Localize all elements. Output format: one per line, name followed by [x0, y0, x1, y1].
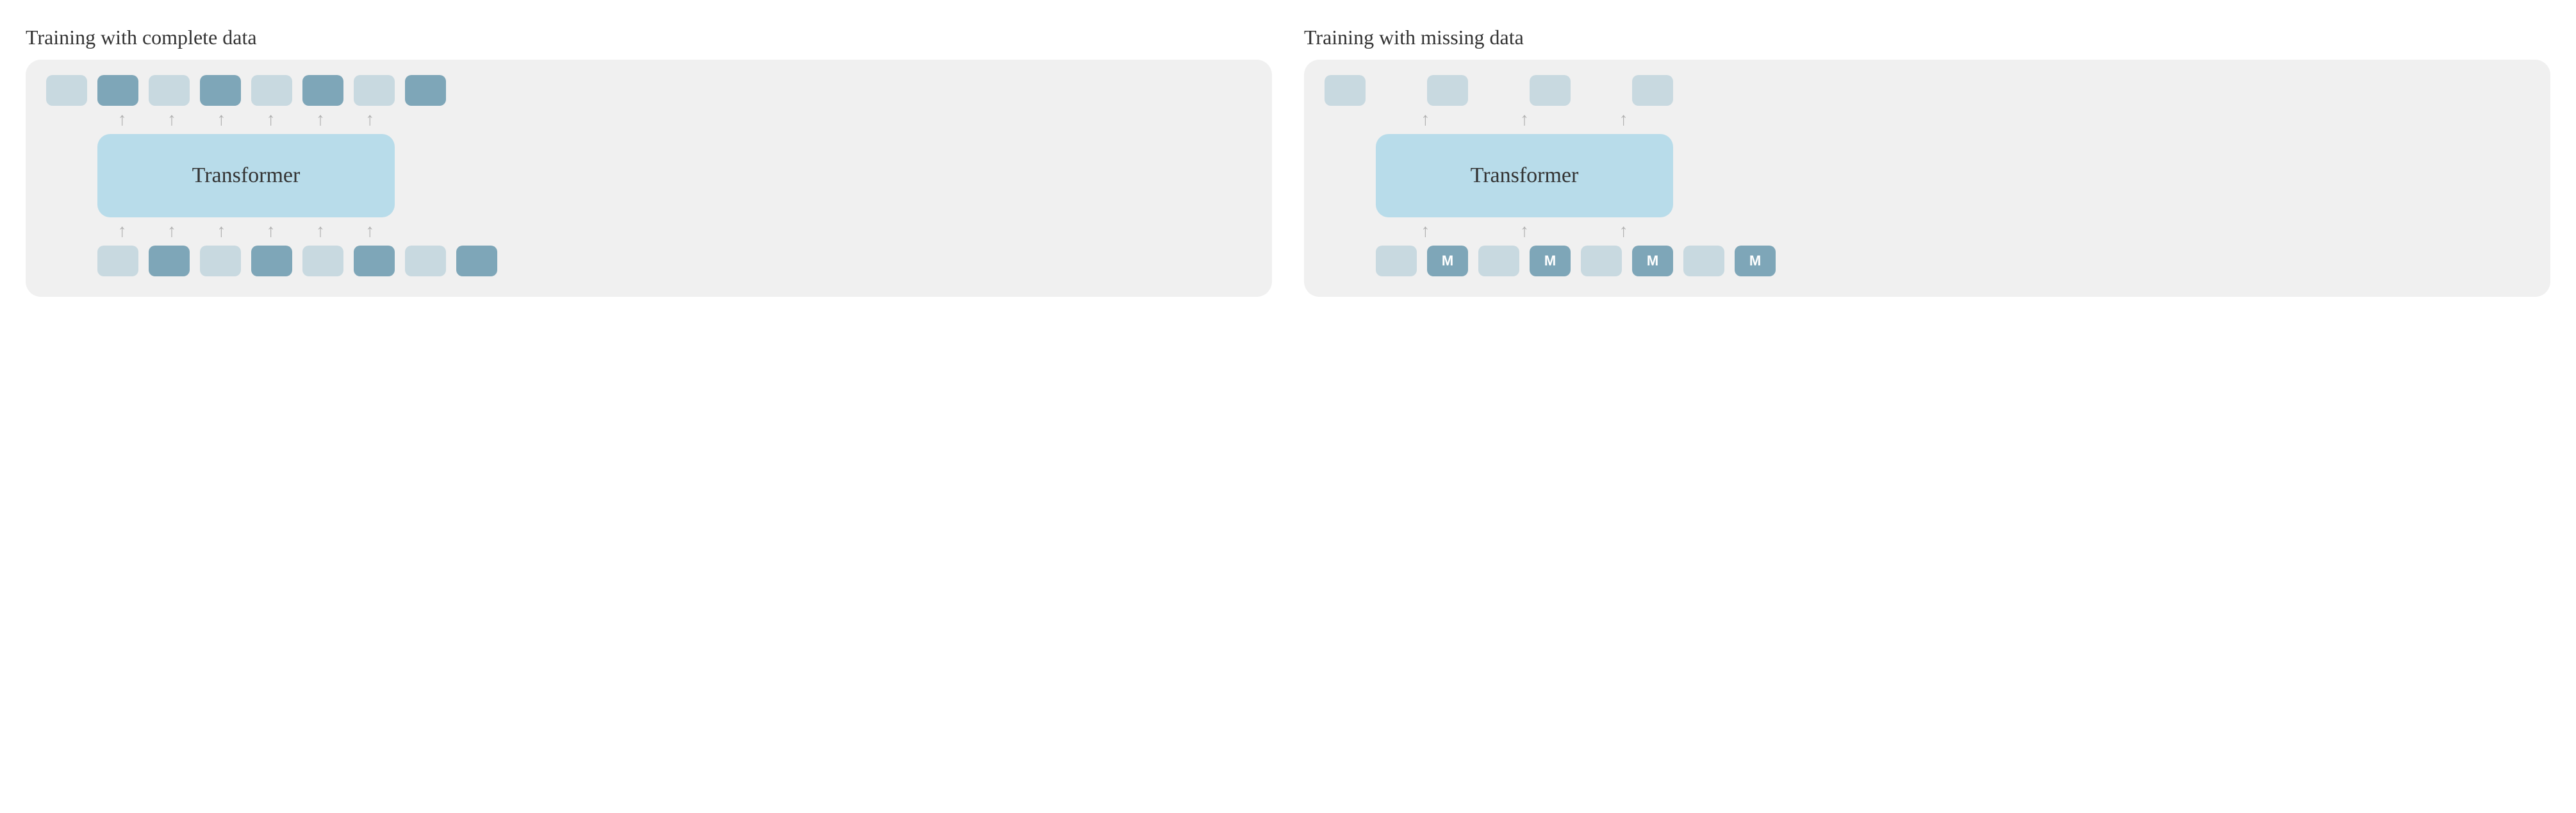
panel-body-right: ↑ ↑ ↑ Transformer ↑ ↑ ↑ M M M M [1304, 60, 2550, 297]
arrow-top-right-2: ↑ [1619, 111, 1628, 129]
arrow-bot-right-1: ↑ [1520, 222, 1529, 240]
arrow-bot-left-5: ↑ [365, 222, 374, 240]
token-in-left-3 [251, 246, 292, 276]
token-out-right-6 [1632, 75, 1673, 106]
transformer-box-right: Transformer [1376, 134, 1673, 217]
token-in-left-6 [405, 246, 446, 276]
input-tokens-row-right: MMMM [1376, 246, 2530, 276]
arrow-top-left-0: ↑ [118, 111, 127, 129]
token-in-right-6 [1683, 246, 1724, 276]
arrows-top-left: ↑ ↑ ↑ ↑ ↑ ↑ [97, 106, 395, 134]
transformer-label-left: Transformer [192, 163, 301, 188]
token-in-right-1: M [1427, 246, 1468, 276]
token-in-right-0 [1376, 246, 1417, 276]
token-out-left-6 [354, 75, 395, 106]
output-tokens-row-right [1325, 75, 2530, 106]
token-in-right-3: M [1530, 246, 1571, 276]
panel-complete-data: Training with complete data ↑ ↑ ↑ ↑ ↑ ↑ Trans… [26, 26, 1272, 297]
token-out-left-3 [200, 75, 241, 106]
arrow-bot-right-2: ↑ [1619, 222, 1628, 240]
panel-title-left: Training with complete data [26, 26, 1272, 49]
token-in-left-0 [97, 246, 138, 276]
token-in-left-1 [149, 246, 190, 276]
panel-body-left: ↑ ↑ ↑ ↑ ↑ ↑ Transformer ↑ ↑ ↑ ↑ ↑ ↑ [26, 60, 1272, 297]
arrows-bottom-left: ↑ ↑ ↑ ↑ ↑ ↑ [97, 217, 395, 246]
token-out-left-7 [405, 75, 446, 106]
arrow-top-left-2: ↑ [217, 111, 226, 129]
arrow-bot-left-3: ↑ [267, 222, 276, 240]
arrow-top-left-4: ↑ [316, 111, 325, 129]
arrow-bot-left-2: ↑ [217, 222, 226, 240]
arrow-top-left-1: ↑ [167, 111, 176, 129]
arrow-bot-left-0: ↑ [118, 222, 127, 240]
diagram-container: Training with complete data ↑ ↑ ↑ ↑ ↑ ↑ Trans… [26, 26, 2550, 297]
arrow-bot-left-4: ↑ [316, 222, 325, 240]
transformer-label-right: Transformer [1471, 163, 1579, 188]
token-in-left-2 [200, 246, 241, 276]
token-in-left-5 [354, 246, 395, 276]
panel-title-right: Training with missing data [1304, 26, 2550, 49]
panel-missing-data: Training with missing data ↑ ↑ ↑ Transform… [1304, 26, 2550, 297]
token-in-right-7: M [1735, 246, 1776, 276]
token-in-left-7 [456, 246, 497, 276]
arrows-top-right: ↑ ↑ ↑ [1376, 106, 1673, 134]
input-tokens-row-left [97, 246, 1251, 276]
arrow-top-right-1: ↑ [1520, 111, 1529, 129]
token-in-right-5: M [1632, 246, 1673, 276]
output-tokens-row-left [46, 75, 1251, 106]
arrow-top-right-0: ↑ [1421, 111, 1430, 129]
token-in-right-4 [1581, 246, 1622, 276]
token-out-right-0 [1325, 75, 1366, 106]
transformer-box-left: Transformer [97, 134, 395, 217]
arrows-bottom-right: ↑ ↑ ↑ [1376, 217, 1673, 246]
arrow-top-left-3: ↑ [267, 111, 276, 129]
token-out-left-4 [251, 75, 292, 106]
token-out-left-2 [149, 75, 190, 106]
arrow-bot-right-0: ↑ [1421, 222, 1430, 240]
token-out-left-0 [46, 75, 87, 106]
token-out-left-1 [97, 75, 138, 106]
token-in-right-2 [1478, 246, 1519, 276]
arrow-bot-left-1: ↑ [167, 222, 176, 240]
token-out-right-4 [1530, 75, 1571, 106]
token-out-left-5 [302, 75, 343, 106]
token-out-right-2 [1427, 75, 1468, 106]
token-in-left-4 [302, 246, 343, 276]
arrow-top-left-5: ↑ [365, 111, 374, 129]
